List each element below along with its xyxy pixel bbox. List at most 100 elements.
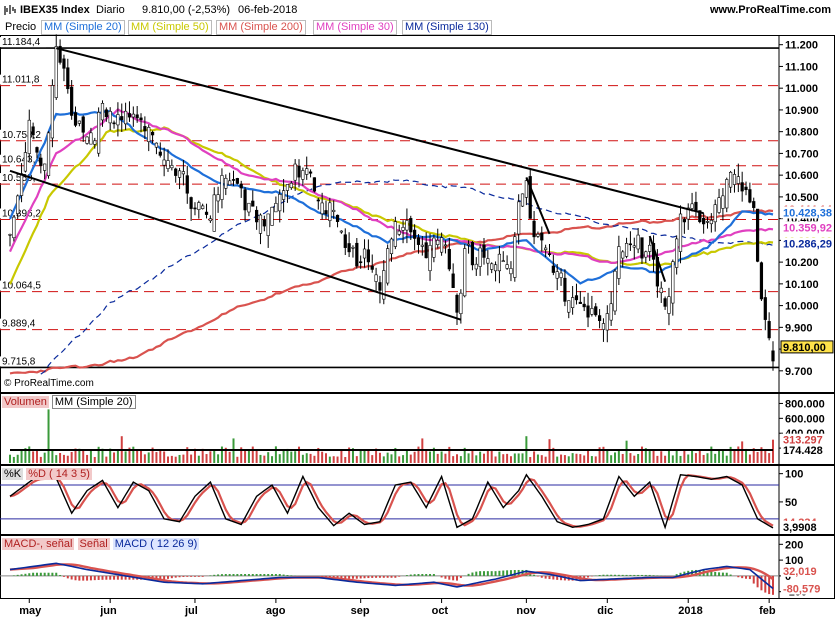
volume-bar [39, 456, 42, 463]
candle-body [116, 114, 120, 126]
timeframe: Diario [96, 4, 125, 16]
candle-body [77, 120, 81, 124]
legend-ma20[interactable]: MM (Simple 20) [41, 20, 125, 35]
candle [501, 251, 505, 263]
candle-body [513, 236, 517, 278]
macd-histogram-bar [752, 575, 755, 584]
macd-histogram-bar [378, 575, 381, 578]
x-tick-label: feb [759, 605, 776, 617]
volume-bar [70, 451, 73, 463]
candle-body [19, 173, 24, 196]
volume-bar [136, 449, 139, 463]
volume-bar [213, 449, 216, 463]
candle-body [220, 175, 224, 200]
copyright: © ProRealTime.com [4, 378, 94, 389]
legend-ma30[interactable]: MM (Simple 30) [313, 20, 397, 35]
candle [262, 215, 266, 232]
volume-bar [471, 450, 474, 463]
volume-bar [463, 447, 466, 463]
level-label: 11.184,4 [2, 37, 41, 48]
candle [235, 177, 239, 185]
macd-line [9, 562, 774, 590]
legend-ma200[interactable]: MM (Simple 200) [216, 20, 306, 35]
volume-bar [351, 448, 354, 463]
candle [266, 213, 270, 248]
macd-histogram-bar [459, 575, 462, 578]
candle-body [443, 244, 448, 247]
macd-histogram-bar [471, 572, 474, 576]
candle [43, 163, 47, 180]
candle-body [736, 176, 740, 184]
legend-price[interactable]: Precio [2, 20, 40, 35]
candle-body [702, 217, 706, 225]
candle-body [493, 264, 498, 272]
y-tick-label: 10.800 [785, 127, 819, 139]
macd-histogram-bar [590, 575, 593, 577]
candle-body [459, 292, 463, 315]
legend-ma50[interactable]: MM (Simple 50) [128, 20, 212, 35]
candle [243, 187, 247, 222]
x-tick-label: jun [99, 605, 117, 617]
macd-histogram-bar [344, 575, 347, 579]
volume-label: Volumen [2, 396, 49, 408]
macd-histogram-bar [105, 575, 108, 580]
candle [497, 246, 501, 284]
candle [482, 237, 486, 265]
candle [490, 262, 494, 274]
candle [46, 131, 51, 179]
candle-body [193, 207, 197, 210]
volume-bar [679, 455, 682, 463]
candle-body [748, 189, 752, 203]
candle [470, 241, 475, 271]
volume-bar [606, 450, 609, 463]
volume-bar [217, 454, 220, 463]
macd-histogram-bar [479, 571, 482, 576]
volume-bar [721, 449, 724, 463]
candle [648, 238, 652, 261]
x-tick-label: sep [351, 605, 370, 617]
candle-body [413, 229, 417, 239]
chart-type-icon[interactable] [4, 4, 16, 19]
macd-histogram-bar [502, 570, 505, 576]
volume-bar [737, 446, 740, 463]
macd-histogram-bar [86, 575, 89, 581]
volume-bar [432, 447, 435, 463]
volume-bar [105, 456, 108, 463]
volume-bar [425, 449, 428, 463]
candle-body [274, 203, 278, 213]
candle-body [112, 122, 116, 125]
candle [197, 200, 201, 219]
candle-body [424, 242, 428, 259]
candle-body [224, 177, 228, 189]
candle-body [713, 204, 717, 223]
volume-bar [614, 452, 617, 463]
macd-histogram-bar [59, 574, 62, 576]
macd-histogram-bar [348, 575, 351, 579]
y-tick-label: 9.700 [785, 366, 813, 378]
candle [547, 243, 552, 257]
candle-body [528, 176, 532, 219]
volume-bar [745, 448, 748, 463]
candle [100, 100, 105, 127]
macd-histogram-bar [606, 574, 609, 576]
candle [66, 58, 70, 94]
candle [104, 107, 108, 122]
candle-body [362, 248, 367, 259]
candle-body [285, 184, 290, 191]
volume-bar [166, 456, 169, 463]
macd-histogram-bar [336, 575, 339, 579]
candle-body [370, 265, 374, 270]
candle-body [763, 297, 767, 320]
candle-body [678, 213, 683, 252]
candle [370, 254, 374, 273]
candle [328, 197, 332, 228]
legend-ma130[interactable]: MM (Simple 130) [402, 20, 492, 35]
candle-body [386, 248, 390, 284]
level-label-bg [0, 37, 46, 48]
volume-bar [725, 455, 728, 463]
candle-body [551, 265, 555, 273]
candle [293, 159, 297, 191]
macd-histogram-bar [521, 569, 524, 576]
volume-bar [509, 456, 512, 463]
